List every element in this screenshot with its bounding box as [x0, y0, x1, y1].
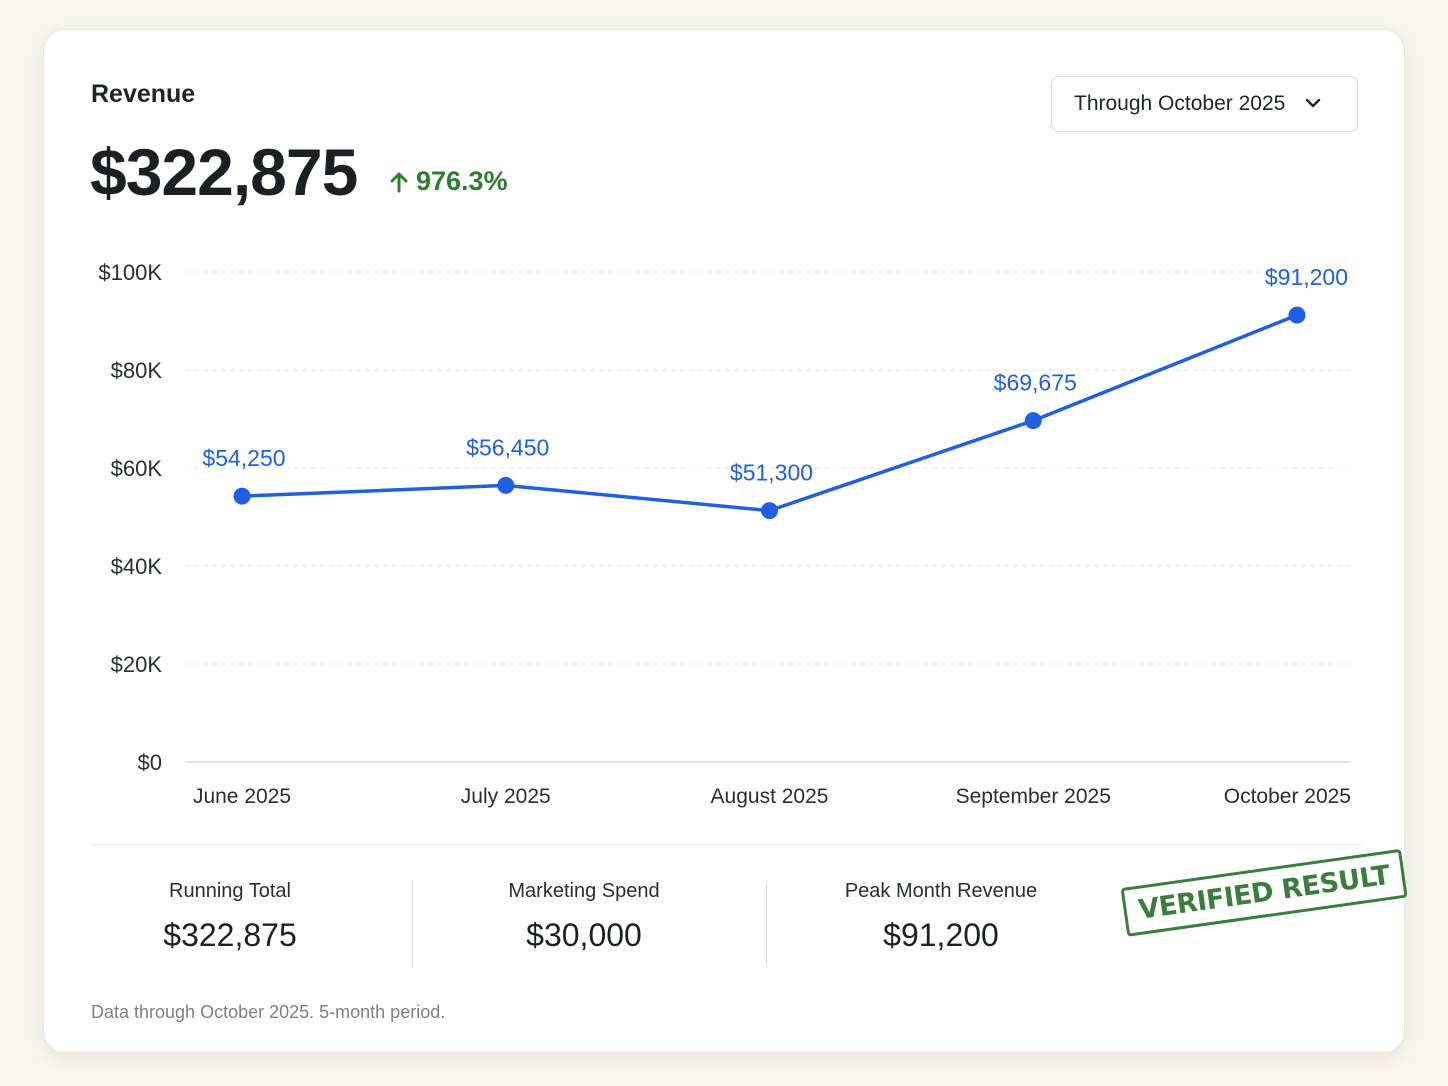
verified-stamp: VERIFIED RESULT: [1120, 848, 1408, 937]
data-label: $56,450: [466, 434, 549, 460]
y-tick-label: $20K: [111, 652, 163, 677]
data-label: $51,300: [730, 460, 813, 486]
arrow-up-icon: [390, 171, 408, 193]
stat-value: $30,000: [526, 917, 642, 953]
x-tick-label: October 2025: [1224, 785, 1351, 808]
data-point: [1024, 412, 1042, 430]
stat-value: $322,875: [163, 917, 297, 953]
stat-peak-month: Peak Month Revenue $91,200: [791, 880, 1091, 954]
revenue-chart: $0 $20K $40K $60K $80K $100K June 2025 July 202…: [44, 30, 1406, 830]
data-point: [233, 487, 251, 505]
stat-label: Marketing Spend: [508, 880, 660, 902]
stat-divider: [412, 882, 413, 966]
data-label: $54,250: [202, 445, 285, 471]
change-percent: 976.3%: [416, 166, 508, 196]
x-tick-label: August 2025: [711, 785, 829, 808]
data-point: [497, 476, 515, 494]
data-point: [761, 502, 778, 520]
stat-value: $91,200: [883, 917, 999, 953]
chevron-down-icon: [1305, 95, 1321, 113]
x-tick-label: July 2025: [461, 785, 551, 808]
period-dropdown-label: Through October 2025: [1074, 92, 1286, 115]
stat-marketing-spend: Marketing Spend $30,000: [434, 880, 734, 954]
stat-divider: [766, 882, 767, 966]
data-point: [1288, 306, 1306, 324]
data-label: $91,200: [1265, 264, 1348, 290]
stat-label: Running Total: [169, 880, 291, 902]
y-tick-label: $100K: [98, 260, 162, 285]
data-label: $69,675: [994, 370, 1077, 396]
revenue-card: Revenue $322,875 976.3% Through October …: [43, 29, 1408, 1053]
revenue-line-chart: $0 $20K $40K $60K $80K $100K June 2025 July 202…: [98, 260, 1351, 808]
x-tick-label: June 2025: [193, 785, 291, 808]
stat-running-total: Running Total $322,875: [80, 880, 380, 954]
section-divider: [91, 844, 1361, 845]
revenue-change: 976.3%: [390, 166, 508, 197]
x-tick-label: September 2025: [956, 785, 1111, 808]
y-tick-label: $60K: [111, 456, 163, 481]
stat-label: Peak Month Revenue: [844, 880, 1038, 902]
period-dropdown[interactable]: Through October 2025: [1051, 76, 1358, 132]
revenue-total: $322,875: [90, 135, 358, 209]
card-title: Revenue: [91, 80, 196, 108]
y-tick-label: $0: [138, 750, 162, 775]
y-tick-label: $80K: [111, 358, 163, 383]
y-tick-label: $40K: [111, 554, 163, 579]
footnote: Data through October 2025. 5-month perio…: [91, 1002, 446, 1022]
